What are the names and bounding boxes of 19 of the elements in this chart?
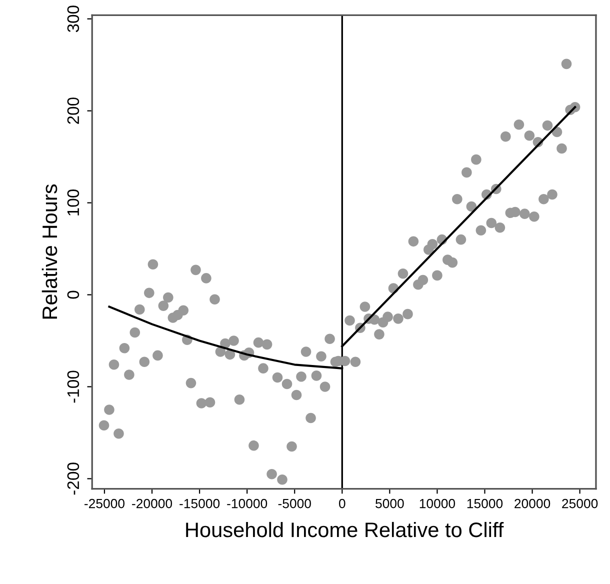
y-tick-label: 200 [67,98,80,124]
x-tick-label: 5000 [376,498,404,508]
x-tick-label: -10000 [227,498,268,508]
x-tick-label: 25000 [562,498,598,508]
y-tick-label: -200 [67,462,80,495]
y-tick-label: 0 [67,290,80,299]
y-tick-label: 100 [67,190,80,216]
x-tick-label: 20000 [514,498,550,508]
x-tick-label: -5000 [278,498,311,508]
x-tick-label: 0 [338,498,346,508]
x-tick-label: -15000 [180,498,220,508]
y-tick-label: 300 [67,6,80,32]
x-axis-title: Household Income Relative to Cliff [186,522,504,538]
x-tick-label: -25000 [84,498,124,508]
x-tick-label: -20000 [132,498,172,508]
x-tick-label: 10000 [420,498,456,508]
y-tick-label: -100 [67,370,80,403]
y-axis-title: Relative Hours [42,184,58,319]
x-tick-label: 15000 [467,498,503,508]
